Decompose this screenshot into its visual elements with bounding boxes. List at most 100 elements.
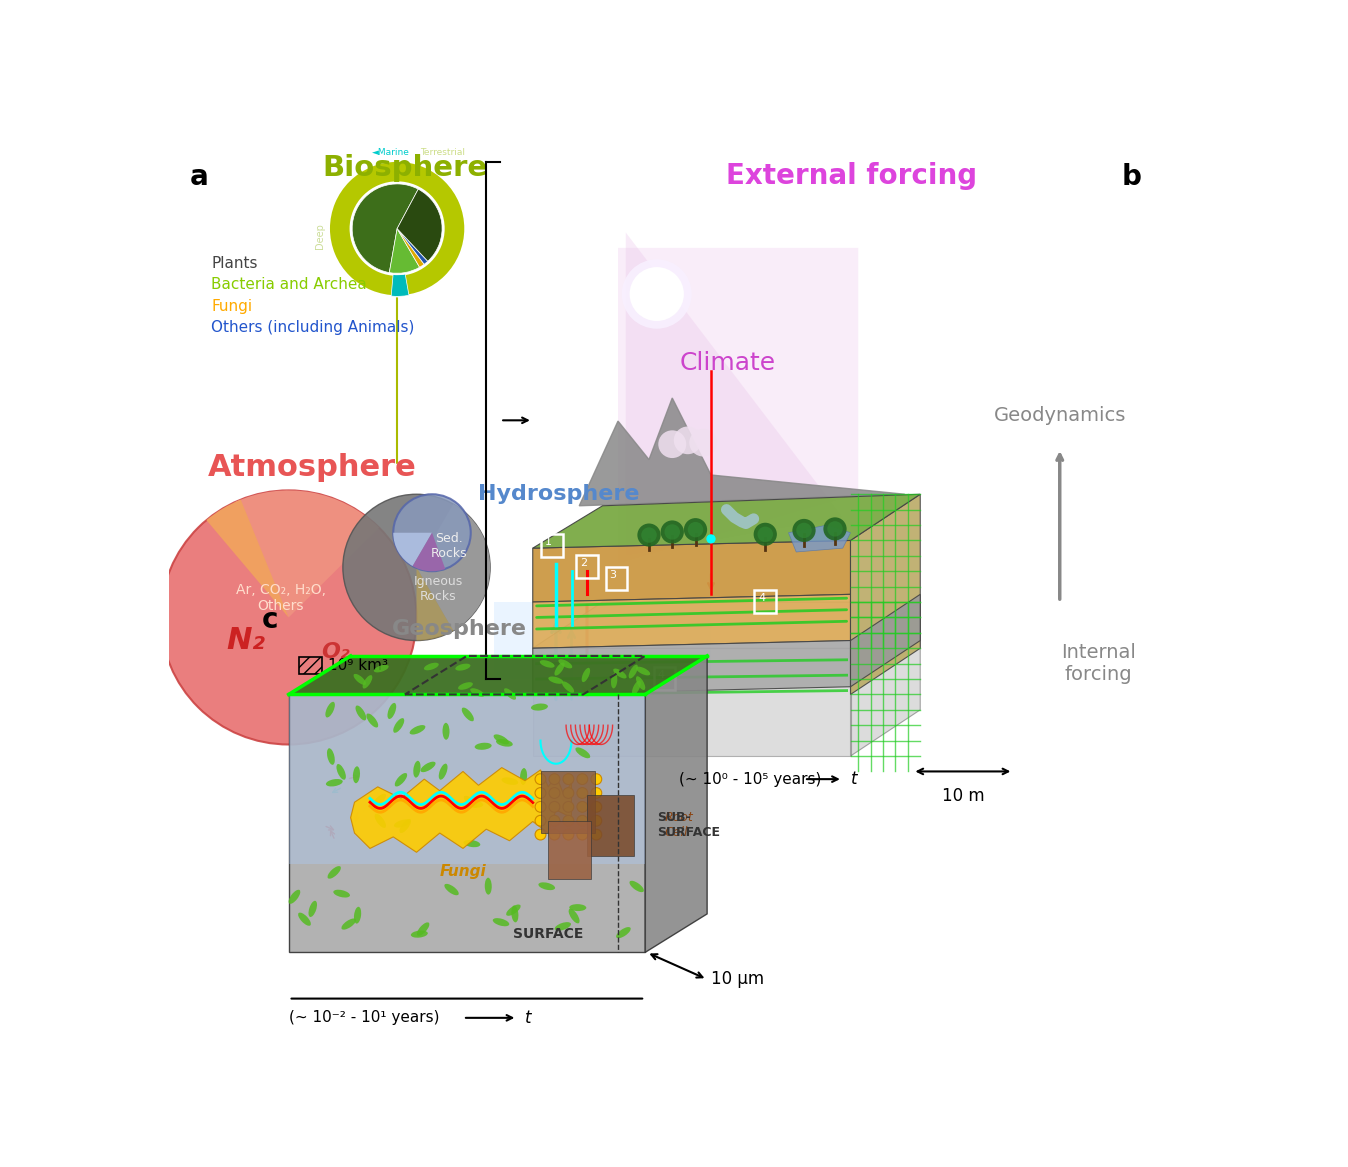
Text: ◄Marine: ◄Marine (372, 148, 410, 158)
Ellipse shape (520, 768, 527, 785)
Ellipse shape (423, 663, 438, 670)
Circle shape (342, 495, 491, 641)
Text: t: t (851, 770, 857, 788)
Text: Igneous
Rocks: Igneous Rocks (414, 575, 462, 603)
Text: 10 m: 10 m (941, 787, 984, 805)
Circle shape (549, 802, 559, 812)
Circle shape (590, 816, 601, 826)
Circle shape (824, 517, 847, 540)
Ellipse shape (562, 682, 574, 693)
Text: b: b (1122, 163, 1142, 191)
Text: O₂: O₂ (321, 642, 349, 662)
Text: Deep: Deep (315, 223, 325, 250)
Text: N₂: N₂ (226, 626, 266, 655)
Polygon shape (532, 495, 921, 548)
Ellipse shape (337, 764, 346, 780)
Ellipse shape (394, 819, 410, 827)
Polygon shape (288, 656, 708, 694)
Ellipse shape (288, 889, 301, 904)
Wedge shape (398, 229, 427, 264)
Polygon shape (789, 525, 851, 552)
Circle shape (638, 524, 661, 546)
Wedge shape (391, 274, 408, 296)
Polygon shape (851, 495, 921, 694)
Circle shape (563, 788, 574, 798)
Text: 10 μm: 10 μm (710, 970, 764, 988)
Text: 1: 1 (545, 537, 553, 547)
Ellipse shape (363, 675, 372, 689)
Ellipse shape (636, 676, 646, 690)
Ellipse shape (373, 794, 386, 806)
Ellipse shape (328, 866, 341, 879)
Ellipse shape (466, 801, 484, 808)
Ellipse shape (554, 663, 565, 676)
Circle shape (549, 816, 559, 826)
Circle shape (590, 830, 601, 840)
Circle shape (535, 788, 546, 798)
Circle shape (689, 428, 717, 456)
Ellipse shape (462, 707, 474, 721)
Circle shape (160, 490, 417, 745)
Ellipse shape (458, 683, 473, 690)
Text: External forcing: External forcing (727, 161, 977, 189)
Bar (576, 555, 599, 578)
Polygon shape (532, 540, 851, 602)
Circle shape (642, 527, 656, 543)
Wedge shape (329, 161, 465, 296)
Wedge shape (394, 533, 431, 566)
Text: 4: 4 (759, 593, 766, 603)
Ellipse shape (539, 661, 554, 668)
Ellipse shape (325, 701, 334, 718)
Ellipse shape (576, 747, 590, 759)
Ellipse shape (445, 883, 458, 895)
Ellipse shape (355, 907, 361, 923)
Circle shape (687, 522, 704, 537)
Wedge shape (417, 567, 453, 641)
Ellipse shape (309, 901, 317, 917)
Ellipse shape (493, 918, 510, 927)
Ellipse shape (582, 668, 590, 683)
Text: 2: 2 (580, 558, 588, 568)
Ellipse shape (411, 930, 427, 938)
Ellipse shape (464, 840, 480, 847)
Text: (~ 10⁰ - 10⁵ years): (~ 10⁰ - 10⁵ years) (678, 771, 821, 787)
Polygon shape (625, 232, 842, 555)
Polygon shape (532, 594, 851, 648)
Circle shape (828, 522, 842, 537)
Circle shape (535, 816, 546, 826)
Polygon shape (580, 398, 905, 505)
Circle shape (658, 431, 686, 459)
Circle shape (535, 774, 546, 784)
Ellipse shape (485, 878, 492, 895)
Wedge shape (390, 229, 419, 273)
Ellipse shape (538, 882, 555, 890)
Circle shape (563, 774, 574, 784)
Ellipse shape (632, 680, 640, 694)
Text: SURFACE: SURFACE (514, 927, 584, 941)
Ellipse shape (549, 677, 563, 684)
Ellipse shape (474, 742, 492, 750)
Ellipse shape (636, 666, 650, 676)
Ellipse shape (558, 659, 573, 669)
Text: 10⁹ km³: 10⁹ km³ (328, 658, 388, 673)
Polygon shape (532, 648, 851, 756)
Ellipse shape (328, 748, 334, 764)
Text: Geodynamics: Geodynamics (993, 406, 1126, 425)
Text: Bacteria and Archea: Bacteria and Archea (212, 278, 367, 292)
Circle shape (563, 830, 574, 840)
Ellipse shape (628, 665, 638, 678)
Ellipse shape (341, 918, 356, 930)
Ellipse shape (399, 819, 411, 833)
Text: Root
Cell: Root Cell (665, 811, 693, 839)
Polygon shape (541, 771, 594, 833)
Wedge shape (235, 490, 379, 617)
Polygon shape (646, 656, 708, 952)
Ellipse shape (569, 904, 586, 911)
Circle shape (577, 788, 588, 798)
Circle shape (661, 520, 683, 544)
Text: Hydrosphere: Hydrosphere (479, 484, 640, 504)
Circle shape (706, 534, 716, 544)
Wedge shape (398, 229, 425, 267)
Ellipse shape (421, 762, 435, 773)
Circle shape (630, 267, 683, 321)
